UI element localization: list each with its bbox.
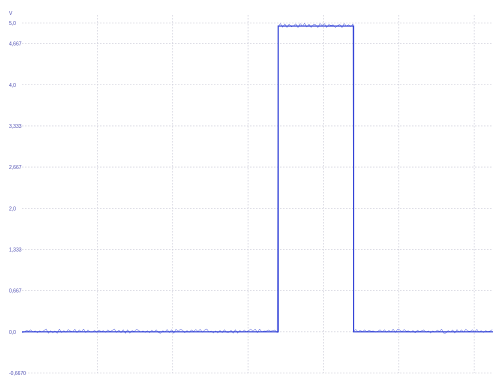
y-tick-label: 2,0 [9,206,16,212]
y-axis: 5,0 4,667 4,0 3,333 2,667 2,0 1,333 0,667 0,0 -0,… [9,21,26,377]
y-tick-label: 0,0 [9,330,16,336]
y-tick-label: 2,667 [9,165,22,171]
y-tick-label: 1,333 [9,247,22,253]
y-tick-label: 5,0 [9,21,16,27]
y-axis-unit-label: V [9,11,13,17]
y-tick-label: 0,667 [9,289,22,295]
series-layer [21,22,493,334]
series-noise [21,22,493,334]
y-tick-label: 3,333 [9,124,22,130]
y-tick-label: 4,0 [9,83,16,89]
y-tick-label: -0,6670 [9,371,26,377]
y-tick-label: 4,667 [9,42,22,48]
